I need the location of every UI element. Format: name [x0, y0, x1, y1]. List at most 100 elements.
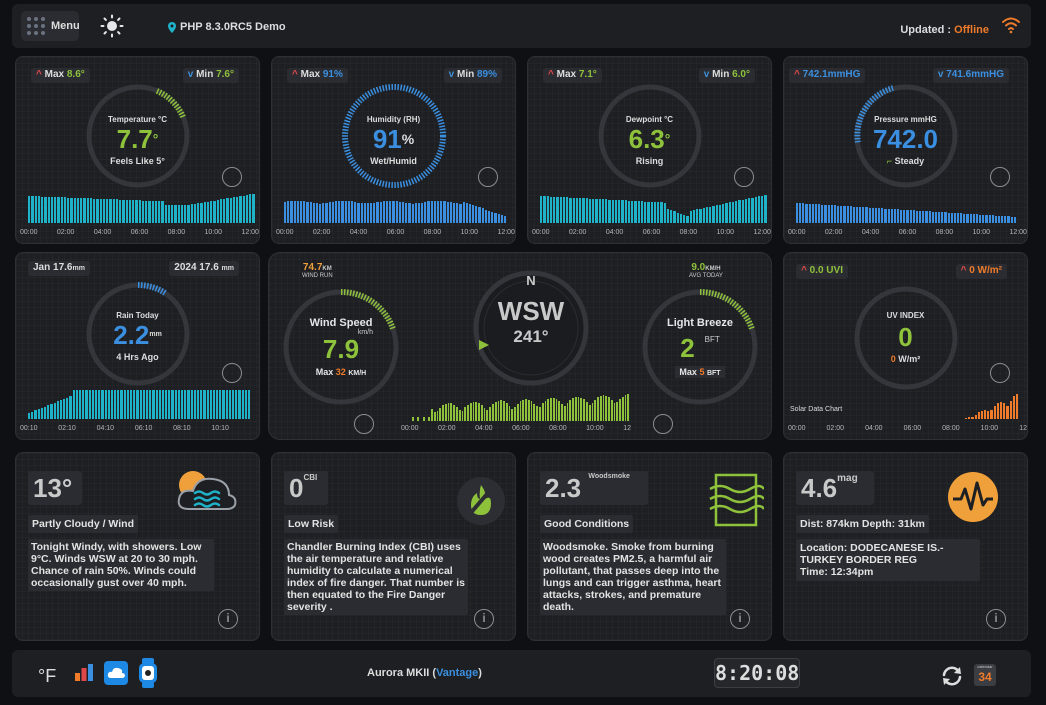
axis-tick: 12: [1019, 425, 1027, 432]
chart-toggle-icon[interactable]: [990, 363, 1010, 383]
beaufort-title: Light Breeze: [666, 317, 733, 329]
chart-bar: [601, 199, 604, 223]
chart-bar: [676, 212, 679, 223]
chart-bar: [226, 198, 229, 223]
forecast-condition: Partly Cloudy / Wind: [28, 515, 138, 533]
watch-icon[interactable]: [138, 658, 158, 688]
menu-button[interactable]: Menu: [21, 11, 80, 41]
axis-tick: 08:00: [167, 229, 186, 236]
chart-bar: [544, 400, 547, 421]
chart-toggle-icon[interactable]: [653, 414, 673, 434]
chart-bar: [516, 403, 519, 421]
chart-bar: [96, 198, 99, 223]
chart-bar: [242, 195, 245, 223]
chart-bar: [595, 198, 598, 223]
wifi-icon[interactable]: [1001, 16, 1021, 34]
chart-bar: [424, 202, 427, 223]
unit-toggle[interactable]: °F: [38, 666, 57, 686]
calendar-icon[interactable]: calendar 34: [974, 664, 996, 686]
chart-bar: [366, 203, 370, 223]
chart-bar: [73, 197, 76, 223]
chart-bar: [417, 417, 420, 421]
chart-bar: [468, 204, 472, 223]
chart-bar: [411, 203, 414, 223]
chart-bar: [63, 197, 66, 223]
chart-bar: [446, 201, 449, 223]
chart-bar: [128, 200, 131, 223]
chart-bar: [566, 197, 569, 223]
bar-chart-icon[interactable]: [74, 662, 94, 682]
pressure-title: Pressure mmHG: [874, 115, 937, 124]
chart-bar: [533, 403, 536, 421]
cbi-risk: Low Risk: [284, 515, 339, 533]
info-icon[interactable]: i: [474, 609, 494, 629]
chart-bar: [505, 403, 508, 421]
seismograph-icon: [948, 472, 998, 522]
chart-bar: [840, 205, 843, 223]
chart-bar: [975, 214, 979, 223]
chart-bar: [900, 209, 903, 223]
chart-bar: [75, 389, 78, 419]
chart-bar: [354, 202, 357, 223]
chart-bar: [538, 406, 541, 421]
cloud-icon[interactable]: [104, 661, 128, 685]
chart-bar: [193, 389, 196, 419]
chart-bar: [56, 401, 59, 419]
app-title: PHP 8.3.0RC5 Demo: [168, 21, 286, 33]
chart-bar: [338, 200, 341, 223]
temp-value: 7.7°: [116, 124, 159, 154]
chart-bar: [66, 397, 69, 419]
chart-toggle-icon[interactable]: [222, 167, 242, 187]
chart-bar: [909, 210, 912, 223]
axis-tick: 10:00: [972, 229, 991, 236]
chart-bar: [508, 405, 511, 421]
rain-title: Rain Today: [116, 311, 159, 320]
refresh-icon[interactable]: [941, 666, 963, 686]
chart-bar: [912, 210, 915, 223]
uv-title: UV INDEX: [886, 311, 925, 320]
chart-toggle-icon[interactable]: [990, 167, 1010, 187]
chart-bar: [417, 203, 421, 223]
chart-toggle-icon[interactable]: [222, 363, 242, 383]
sun-icon[interactable]: [100, 14, 124, 38]
rain-gauge: [86, 281, 189, 386]
chart-bar: [117, 389, 120, 419]
axis-tick: 12: [623, 425, 631, 432]
chart-bar: [660, 202, 663, 223]
rain-month: Jan 17.6mm: [28, 261, 90, 276]
chart-toggle-icon[interactable]: [478, 167, 498, 187]
info-icon[interactable]: i: [218, 609, 238, 629]
chart-bar: [582, 198, 585, 223]
chart-bar: [484, 209, 487, 223]
beaufort-max: Max 5 BFT: [675, 366, 725, 378]
chart-bar: [569, 400, 572, 421]
pressure-chart: [796, 203, 1016, 223]
chart-bar: [862, 207, 865, 223]
info-icon[interactable]: i: [730, 609, 750, 629]
info-icon[interactable]: i: [986, 609, 1006, 629]
chart-bar: [309, 202, 312, 223]
chart-bar: [203, 389, 206, 419]
axis-tick: 02:00: [826, 425, 845, 432]
chart-bar: [398, 201, 401, 223]
chart-bar: [744, 199, 747, 223]
chart-bar: [50, 196, 53, 223]
chart-bar: [341, 200, 344, 223]
chart-bar: [868, 207, 871, 223]
chart-bar: [57, 197, 60, 223]
solar-chart-label: Solar Data Chart: [790, 406, 843, 413]
chart-bar: [621, 396, 624, 421]
chart-toggle-icon[interactable]: [734, 167, 754, 187]
chart-bar: [494, 402, 497, 421]
chart-bar: [712, 205, 715, 223]
chart-toggle-icon[interactable]: [354, 414, 374, 434]
chart-bar: [47, 405, 50, 419]
chart-bar: [500, 400, 503, 421]
station-link[interactable]: Vantage: [436, 667, 479, 679]
pressure-value: 742.0: [872, 124, 939, 154]
chart-bar: [577, 396, 580, 421]
chart-bar: [735, 201, 738, 223]
chart-bar: [1010, 216, 1013, 223]
chart-bar: [98, 389, 101, 419]
temperature-card: ^ Max 8.6° v Min 7.6° Temperature °C 7.7…: [15, 56, 260, 244]
